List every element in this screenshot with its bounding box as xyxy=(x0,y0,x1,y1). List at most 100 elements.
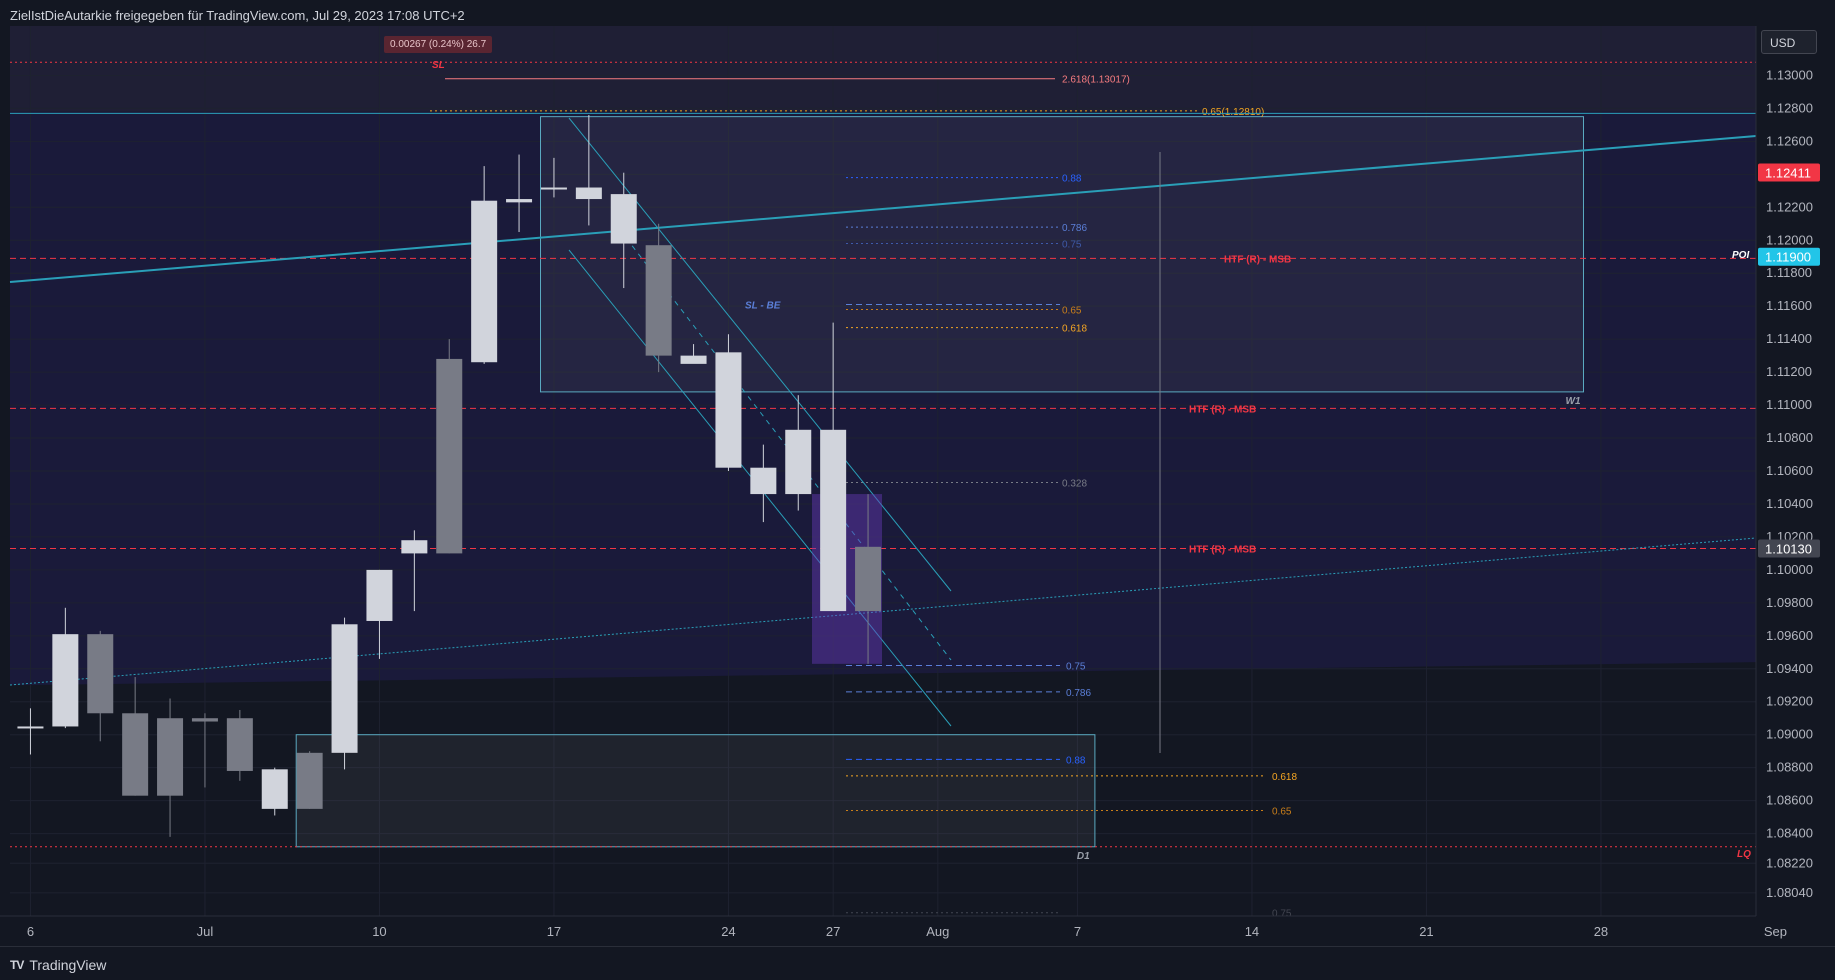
y-tick-label: 1.12200 xyxy=(1766,199,1813,214)
candle xyxy=(296,751,323,809)
candle xyxy=(401,530,428,612)
y-axis-panel xyxy=(1756,0,1835,946)
candle-body xyxy=(855,546,882,612)
candle xyxy=(715,334,742,471)
x-tick-label: 24 xyxy=(721,924,735,939)
level-label: 0.65(1.12810) xyxy=(1202,107,1264,118)
candle-body xyxy=(471,200,498,363)
x-tick-label: Aug xyxy=(926,924,949,939)
y-tick-label: 1.09200 xyxy=(1766,694,1813,709)
x-tick-label: 10 xyxy=(372,924,386,939)
zone-label: D1 xyxy=(1077,851,1090,862)
candle-body xyxy=(436,358,463,554)
candle xyxy=(52,607,79,729)
candle-body xyxy=(366,569,393,621)
candle xyxy=(331,617,358,770)
y-tick-label: 1.10600 xyxy=(1766,463,1813,478)
zone-d1 xyxy=(295,734,1096,848)
candle-body xyxy=(750,467,777,495)
y-tick-label: 1.11000 xyxy=(1766,397,1812,412)
lq-marker: LQ xyxy=(1737,849,1751,860)
trendline-lower xyxy=(9,537,1757,686)
candle xyxy=(366,569,393,659)
y-tick-label: 1.08040 xyxy=(1766,885,1813,900)
candle-body xyxy=(680,355,707,364)
level-label: 0.65 xyxy=(1062,305,1082,316)
candle xyxy=(226,709,253,781)
candle xyxy=(87,630,114,742)
candle-body xyxy=(157,718,184,796)
candle xyxy=(750,444,777,523)
candle-body xyxy=(17,726,44,729)
level-label: 0.75 xyxy=(1272,909,1292,920)
candle-body xyxy=(540,187,567,190)
y-tick-label: 1.09600 xyxy=(1766,628,1813,643)
level-label: 0.618 xyxy=(1062,324,1087,335)
y-tick-label: 1.11600 xyxy=(1766,298,1812,313)
x-tick-label: 28 xyxy=(1594,924,1608,939)
y-tick-label: 1.08220 xyxy=(1766,855,1813,870)
candle xyxy=(610,172,637,289)
candle-body xyxy=(226,718,253,771)
candle xyxy=(680,344,707,364)
candle xyxy=(436,339,463,554)
price-label-bg xyxy=(1758,163,1820,182)
x-tick-label: 14 xyxy=(1245,924,1259,939)
y-tick-label: 1.12000 xyxy=(1766,232,1813,247)
y-tick-label: 1.08400 xyxy=(1766,826,1813,841)
y-tick-label: 1.12800 xyxy=(1766,100,1813,115)
candle-body xyxy=(331,624,358,753)
x-axis-panel xyxy=(0,916,1835,946)
y-tick-label: 1.08800 xyxy=(1766,760,1813,775)
candle xyxy=(575,115,602,226)
candle-body xyxy=(610,194,637,244)
upper-band xyxy=(10,26,1756,112)
candle-body xyxy=(87,634,114,714)
y-tick-label: 1.11200 xyxy=(1766,364,1812,379)
level-label: 2.618(1.13017) xyxy=(1062,75,1130,86)
x-tick-label: 21 xyxy=(1419,924,1433,939)
y-tick-label: 1.13000 xyxy=(1766,67,1813,82)
price-label: 1.11900 xyxy=(1765,250,1811,265)
y-tick-label: 1.11400 xyxy=(1766,331,1812,346)
level-label: HTF (R) - MSB xyxy=(1189,404,1256,415)
brand-label: TradingView xyxy=(29,957,107,973)
level-label: 0.786 xyxy=(1066,688,1091,699)
y-tick-label: 1.08600 xyxy=(1766,793,1813,808)
y-tick-label: 1.09400 xyxy=(1766,661,1813,676)
candle xyxy=(785,395,812,511)
candle xyxy=(471,166,498,364)
candle xyxy=(261,767,288,816)
candle-body xyxy=(122,713,149,796)
candle-body xyxy=(52,634,79,727)
level-label: HTF (R) - MSB xyxy=(1189,544,1256,555)
candle xyxy=(540,157,567,198)
y-tick-label: 1.10400 xyxy=(1766,496,1813,511)
candle xyxy=(855,494,882,664)
y-tick-label: 1.12600 xyxy=(1766,133,1813,148)
tradingview-icon: TV xyxy=(10,958,24,972)
candle-body xyxy=(191,718,218,722)
level-label: 0.618 xyxy=(1272,772,1297,783)
level-label: 0.75 xyxy=(1062,240,1082,251)
level-label: HTF (R) - MSB xyxy=(1224,254,1291,265)
candle-body xyxy=(506,199,533,203)
currency-button[interactable]: USD xyxy=(1761,30,1817,54)
y-tick-label: 1.11800 xyxy=(1766,265,1812,280)
level-label: SL - BE xyxy=(745,301,781,312)
price-label: 1.12411 xyxy=(1765,166,1811,181)
price-label: 1.10130 xyxy=(1765,541,1812,556)
x-tick-label: 7 xyxy=(1074,924,1081,939)
candle-body xyxy=(645,245,672,356)
level-label: 0.328 xyxy=(1062,479,1087,490)
candle xyxy=(506,154,533,233)
measure-badge: 0.00267 (0.24%) 26.7 xyxy=(384,36,493,53)
level-label: 0.75 xyxy=(1066,661,1086,672)
level-label: 0.88 xyxy=(1062,174,1082,185)
level-label: 0.786 xyxy=(1062,223,1087,234)
tradingview-logo[interactable]: TV TradingView xyxy=(10,957,106,973)
chart-header: ZielIstDieAutarkie freigegeben für Tradi… xyxy=(10,8,465,23)
candle xyxy=(645,223,672,373)
price-label-bg xyxy=(1758,247,1820,266)
